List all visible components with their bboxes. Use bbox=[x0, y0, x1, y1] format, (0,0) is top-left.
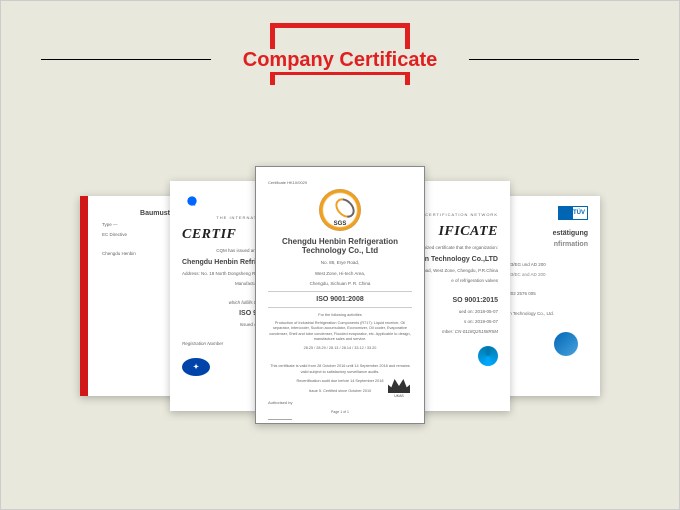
header-section: Company Certificate bbox=[1, 1, 679, 121]
sgs-logo-icon: SGS bbox=[319, 189, 361, 231]
cert3-scope: Production of Industrial Refrigeration C… bbox=[268, 321, 412, 342]
tuv-seal-icon bbox=[554, 332, 578, 356]
iqnet-logo-icon: IQ bbox=[182, 191, 202, 211]
cert5-ref: 12 202 2576 005 bbox=[502, 290, 588, 297]
cert3-page: Page 1 of 1 bbox=[256, 410, 424, 416]
certificate-stack: Baumust Type — EC Directive Chengdu Henb… bbox=[80, 166, 600, 466]
cert3-addr3: Chengdu, Sichuan P. R. China bbox=[268, 280, 412, 287]
cert3-addr2: West Zone, Hi-tech Area, bbox=[268, 270, 412, 277]
cert3-codes: 28.25 / 28.29 / 28.13 / 28.14 / 33.12 / … bbox=[268, 345, 412, 351]
cqm-seal-icon bbox=[478, 346, 498, 366]
sgs-logo-label: SGS bbox=[334, 221, 347, 227]
red-stripe bbox=[80, 196, 88, 396]
cert3-addr1: No. 88, Erye Road, bbox=[268, 259, 412, 266]
cert3-company: Chengdu Henbin Refrigeration Technology … bbox=[268, 237, 412, 255]
certificate-sgs: Certificate HK10/0029 SGS Chengdu Henbin… bbox=[255, 166, 425, 424]
ukas-label: UKAS bbox=[388, 394, 410, 398]
cert5-line2: 97/23/EC and AD 200 bbox=[502, 271, 588, 278]
iqnet-seal-icon: ✦ bbox=[182, 358, 210, 376]
divider-right bbox=[469, 59, 639, 60]
divider-left bbox=[41, 59, 211, 60]
tuv-logo-icon: TÜV bbox=[558, 206, 588, 220]
page-title: Company Certificate bbox=[235, 49, 446, 72]
cert3-no: Certificate HK10/0029 bbox=[268, 180, 412, 186]
cert5-company: ation Technology Co., Ltd. bbox=[502, 310, 588, 317]
cert5-line1: 97/23/EG und AD 200 bbox=[502, 261, 588, 268]
cert3-iso: ISO 9001:2008 bbox=[268, 296, 412, 303]
cert3-scope-intro: For the following activities bbox=[268, 312, 412, 318]
cert3-validity: This certificate is valid from 28 Octobe… bbox=[268, 363, 412, 375]
ukas-logo-icon: UKAS bbox=[388, 379, 410, 409]
